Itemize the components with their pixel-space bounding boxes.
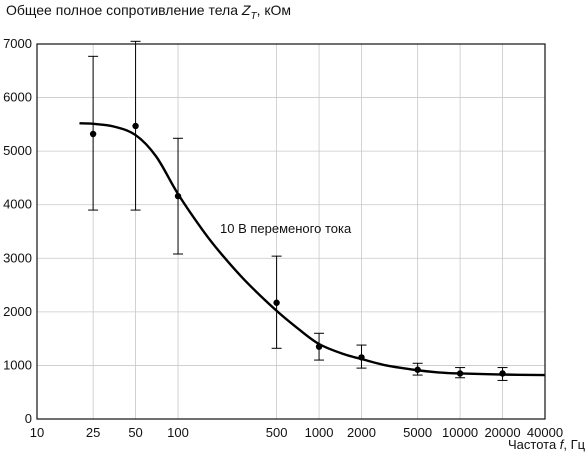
x-tick-label: 40000 <box>527 425 563 440</box>
y-tick-label: 6000 <box>3 90 32 105</box>
x-tick-label: 20000 <box>484 425 520 440</box>
x-tick-label: 10 <box>30 425 44 440</box>
y-tick-label: 0 <box>25 411 32 426</box>
y-axis-label-symbol: Z <box>241 2 251 18</box>
x-axis-label-text: Частота <box>508 437 560 452</box>
x-axis-label: Частота f, Гц <box>508 437 586 452</box>
y-tick-label: 1000 <box>3 357 32 372</box>
data-point <box>456 370 464 377</box>
y-tick-label: 4000 <box>3 197 32 212</box>
x-tick-label: 500 <box>266 425 288 440</box>
fitted-curve <box>79 122 546 377</box>
y-axis-label-subscript: T <box>250 11 257 22</box>
curve-layer <box>79 122 546 377</box>
x-tick-label: 5000 <box>403 425 432 440</box>
x-tick-label: 50 <box>128 425 142 440</box>
x-axis-label-unit: , Гц <box>563 437 585 452</box>
y-axis-label-text: Общее полное сопротивление тела <box>6 2 242 18</box>
y-axis-label: Общее полное сопротивление тела ZT, кОм <box>6 2 291 22</box>
x-axis-label-symbol: f <box>560 437 565 452</box>
x-tick-label: 100 <box>167 425 189 440</box>
data-point <box>273 299 280 306</box>
data-point <box>132 122 139 130</box>
x-tick-label: 10000 <box>442 425 478 440</box>
data-point <box>414 366 421 373</box>
plot-frame <box>36 43 546 420</box>
y-tick-label: 2000 <box>3 304 32 319</box>
y-axis-label-unit: , кОм <box>257 2 291 18</box>
data-point <box>358 354 365 361</box>
y-tick-label: 7000 <box>3 36 32 51</box>
y-tick-label: 3000 <box>3 250 32 265</box>
x-tick-label: 2000 <box>347 425 376 440</box>
y-tick-label: 5000 <box>3 143 32 158</box>
data-point <box>89 130 97 138</box>
data-point <box>315 343 323 350</box>
data-point <box>174 192 182 200</box>
x-tick-label: 25 <box>86 425 100 440</box>
tick-labels: 0 1000 2000 3000 4000 5000 6000 7000 10 25 50 100 50… <box>3 36 563 440</box>
data-point <box>499 370 506 377</box>
annotation-label: 10 В переменого тока <box>220 221 352 236</box>
points-layer <box>88 40 508 381</box>
x-tick-label: 1000 <box>305 425 334 440</box>
